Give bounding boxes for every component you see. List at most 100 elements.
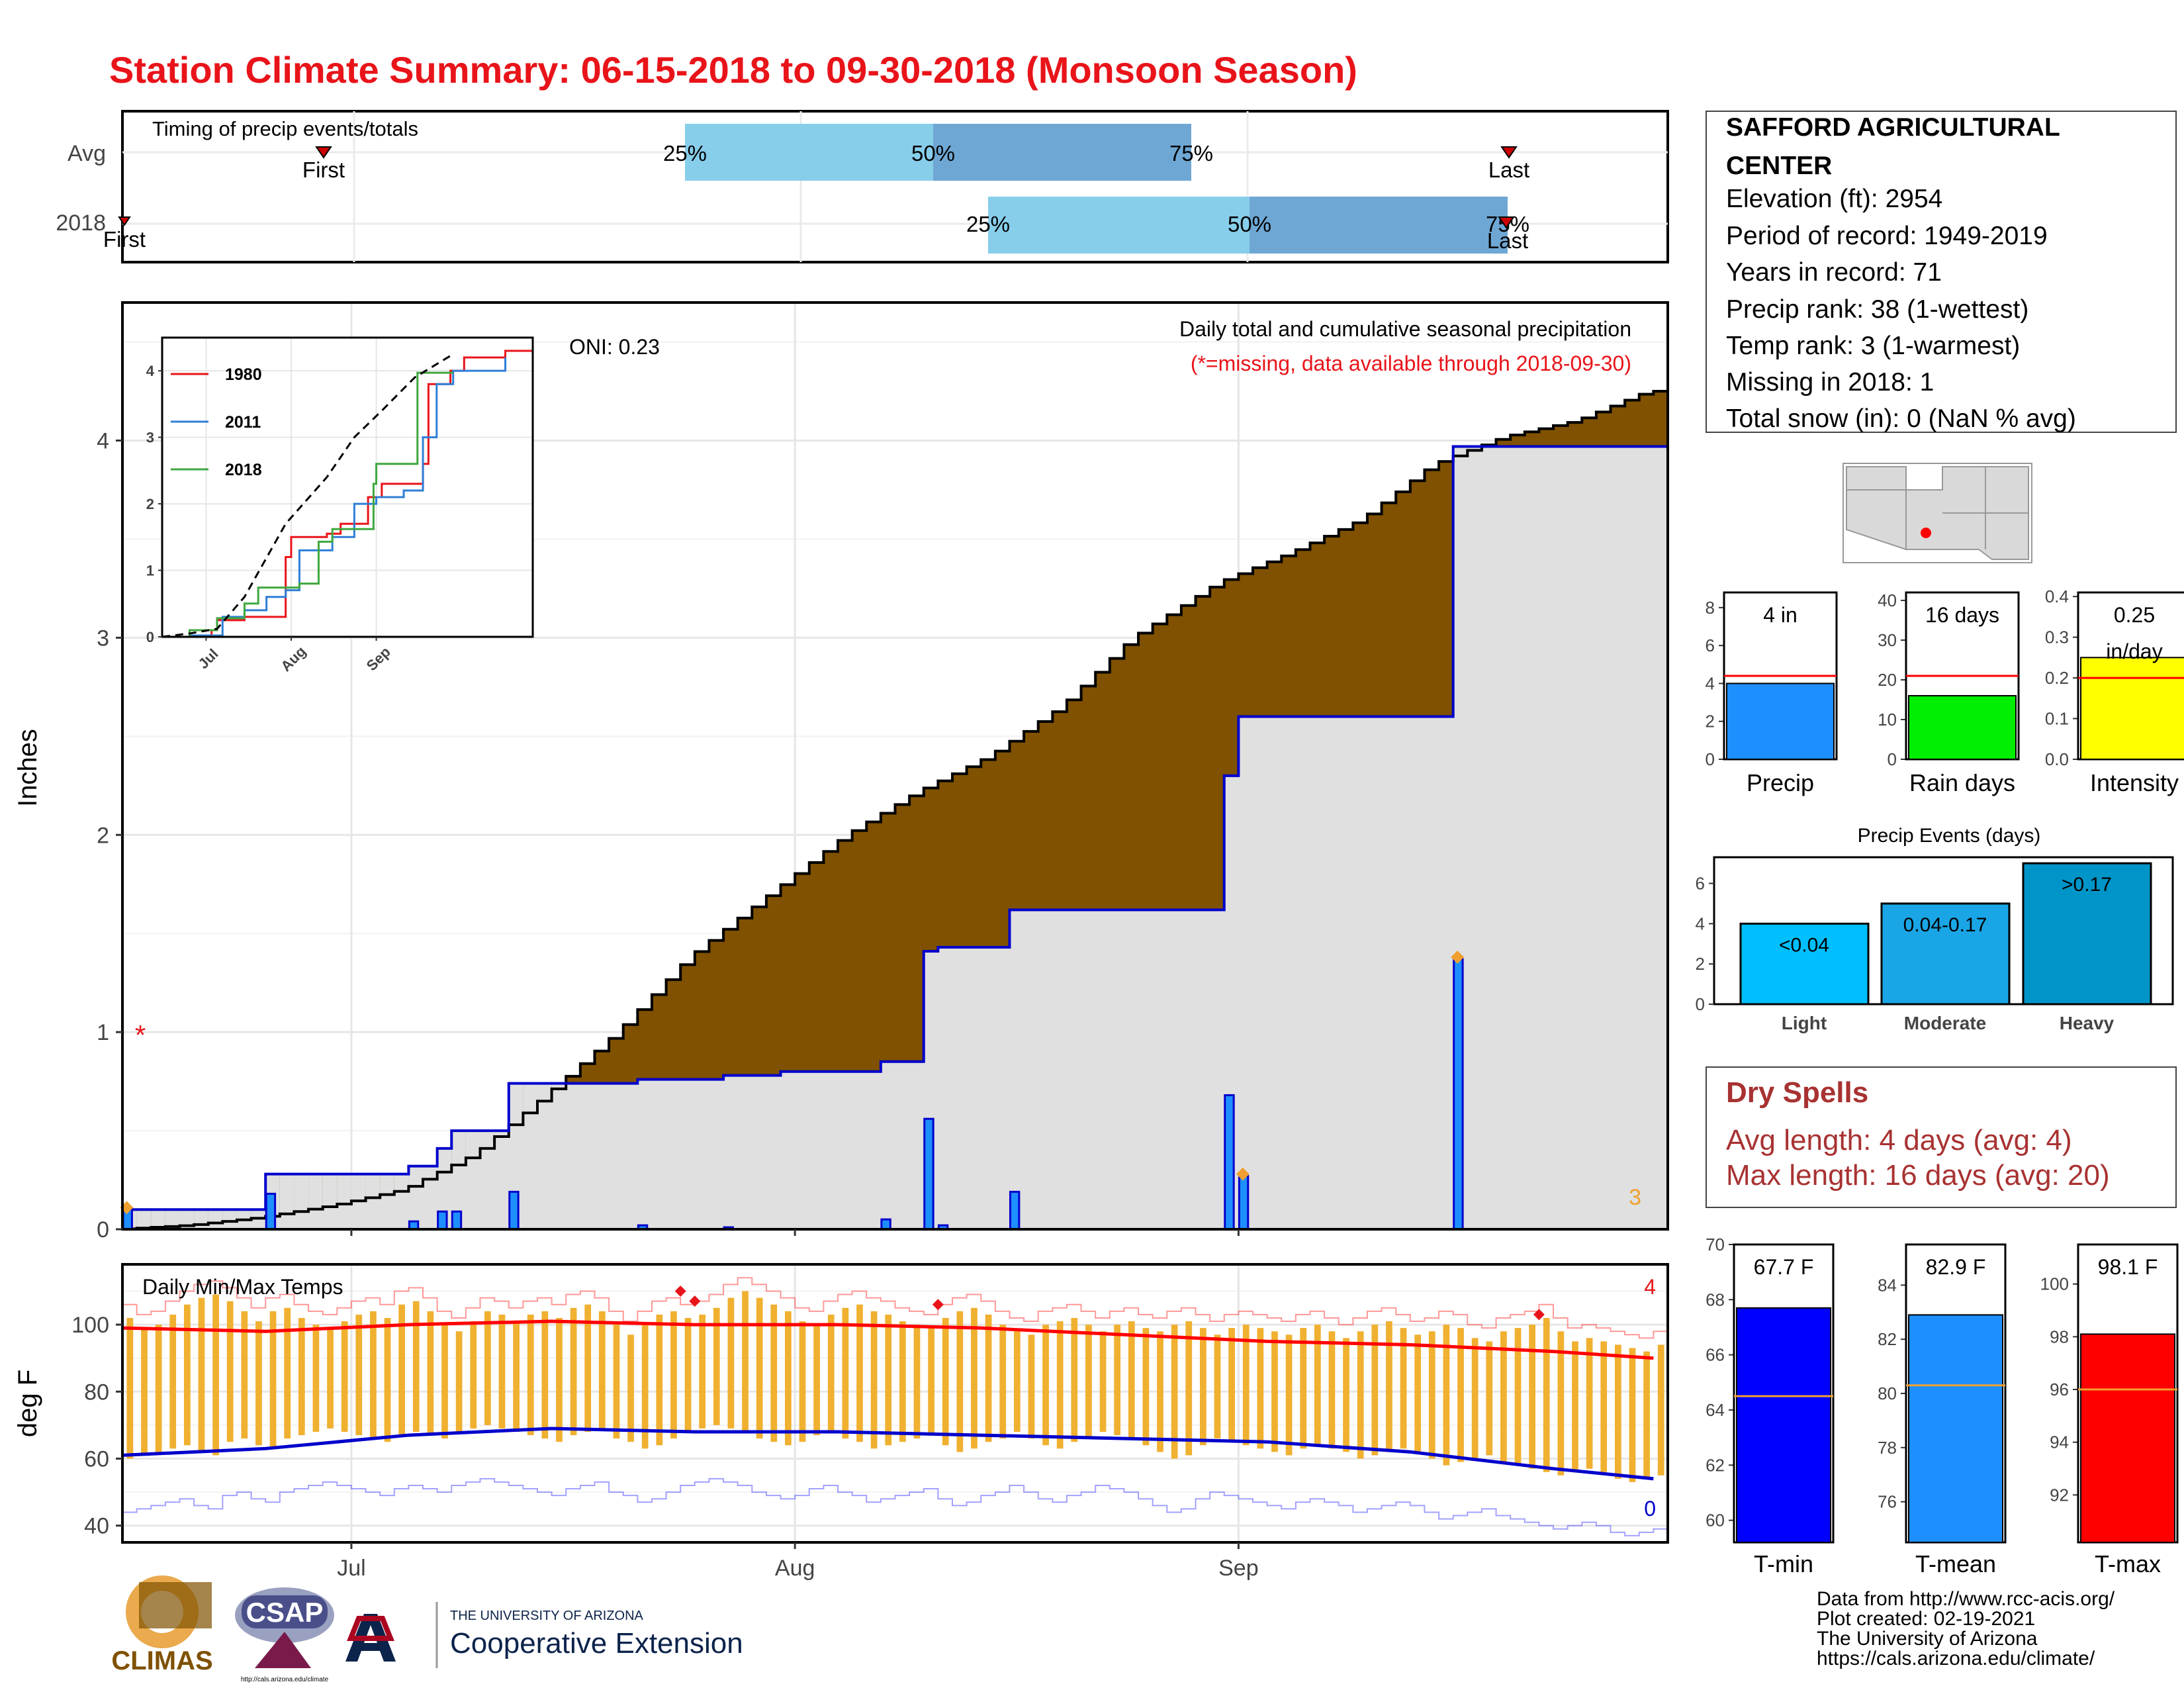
- precip-events-title: Precip Events (days): [1858, 825, 2041, 847]
- deficit-area: [1081, 686, 1096, 910]
- cumulative-fill: [394, 1174, 410, 1229]
- cumulative-fill: [423, 1166, 438, 1229]
- temp-summary-y-tick-label: 76: [1878, 1492, 1897, 1512]
- temp-count-max: 4: [1644, 1275, 1656, 1299]
- temp-count-min: 0: [1644, 1497, 1656, 1521]
- cumulative-fill: [480, 1131, 495, 1229]
- daily-temp-range-bar: [971, 1307, 978, 1449]
- deficit-area: [966, 767, 981, 948]
- cumulative-fill: [1424, 716, 1439, 1229]
- station-location-dot: [1921, 528, 1931, 538]
- station-name-line2: CENTER: [1726, 152, 1832, 180]
- daily-temp-range-bar: [727, 1297, 735, 1429]
- temp-summary-value-bar: [2080, 1333, 2175, 1543]
- cumulative-fill: [1310, 716, 1325, 1229]
- timing-row-label-avg: Avg: [68, 141, 106, 166]
- daily-temp-range-bar: [212, 1294, 219, 1456]
- daily-precip-bar: [1224, 1094, 1235, 1231]
- cumulative-fill: [966, 947, 981, 1229]
- cumulative-fill: [938, 947, 953, 1229]
- average-min-temp-line: [122, 1427, 1654, 1481]
- deficit-area: [1338, 529, 1353, 717]
- deficit-area: [1052, 712, 1068, 910]
- summary-y-tick-label: 10: [1878, 710, 1897, 729]
- cumulative-fill: [580, 1083, 596, 1229]
- daily-temp-range-bar: [1071, 1317, 1078, 1442]
- summary-bar-label: Precip: [1747, 769, 1814, 796]
- daily-temp-range-bar: [312, 1325, 320, 1432]
- cumulative-fill: [1038, 910, 1053, 1229]
- oni-value: ONI: 0.23: [569, 335, 660, 359]
- cumulative-fill: [1124, 910, 1139, 1229]
- summary-bars: 0 2 4 6 8 4 in Precip 0 10 20 30 40 16 days Rain days…: [1706, 586, 2184, 796]
- deficit-area: [1567, 422, 1582, 447]
- deficit-area: [1625, 400, 1640, 447]
- cumulative-fill: [1625, 446, 1640, 1230]
- cumulative-fill: [1381, 716, 1396, 1229]
- deficit-area: [723, 929, 739, 1076]
- daily-temp-range-bar: [756, 1297, 763, 1439]
- cumulative-fill: [365, 1174, 381, 1229]
- inset-y-tick-label: 0: [146, 629, 154, 645]
- cumulative-fill: [165, 1209, 181, 1229]
- daily-temp-range-bar: [1171, 1325, 1178, 1459]
- daily-temp-range-bar: [355, 1314, 363, 1436]
- temp-summary-y-tick-label: 66: [1706, 1345, 1725, 1365]
- deficit-area: [1095, 672, 1111, 910]
- deficit-area: [981, 759, 996, 948]
- deficit-area: [1582, 418, 1597, 447]
- cumulative-fill: [1009, 910, 1024, 1229]
- y-tick-label: 2: [97, 823, 109, 848]
- daily-temp-range-bar: [1099, 1331, 1107, 1432]
- cumulative-fill: [737, 1075, 752, 1229]
- dry-spells-title: Dry Spells: [1726, 1076, 1868, 1109]
- cumulative-fill: [1510, 446, 1525, 1230]
- deficit-area: [680, 964, 696, 1080]
- daily-temp-range-bar: [269, 1311, 277, 1449]
- record-max-envelope: [122, 1277, 1668, 1339]
- temp-summary-value-label: 82.9 F: [1926, 1255, 1986, 1279]
- station-info-line: Total snow (in): 0 (NaN % avg): [1726, 404, 2076, 433]
- summary-y-tick-label: 0.2: [2045, 668, 2069, 688]
- y-tick-label: 0: [97, 1217, 109, 1243]
- daily-temp-range-bar: [1514, 1328, 1522, 1466]
- summary-y-tick-label: 0.3: [2045, 628, 2069, 647]
- summary-value-bar: [2080, 657, 2184, 761]
- daily-temp-range-bar: [341, 1321, 348, 1432]
- cumulative-fill: [880, 1061, 896, 1229]
- daily-temp-range-bar: [484, 1311, 491, 1425]
- deficit-area: [1267, 561, 1282, 717]
- cumulative-fill: [222, 1209, 238, 1229]
- footer-line: Data from http://www.rcc-acis.org/: [1817, 1588, 2115, 1610]
- cumulative-fill: [838, 1071, 853, 1229]
- csap-logo: CSAP http://cals.arizona.edu/climate: [235, 1587, 334, 1683]
- daily-precip-bar: [1009, 1190, 1021, 1231]
- record-temp-marker: [1533, 1309, 1545, 1321]
- daily-temp-range-bar: [570, 1307, 577, 1436]
- daily-temp-range-bar: [1343, 1338, 1349, 1452]
- temp-summary-y-tick-label: 94: [2050, 1432, 2069, 1452]
- daily-temp-range-bar: [1128, 1321, 1135, 1439]
- temp-y-tick-label: 80: [84, 1380, 109, 1405]
- temp-x-tick-label: Jul: [337, 1556, 365, 1581]
- daily-temp-range-bar: [656, 1314, 663, 1446]
- daily-temp-range-bar: [527, 1314, 534, 1436]
- cumulative-fill: [1496, 446, 1511, 1230]
- precip-y-label: Inches: [13, 729, 42, 807]
- temp-series: [122, 1277, 1668, 1536]
- y2018-last-label: Last: [1487, 228, 1528, 253]
- station-info-line: Elevation (ft): 2954: [1726, 185, 1942, 213]
- inset-y-tick-label: 3: [146, 430, 154, 446]
- deficit-area: [580, 1063, 596, 1084]
- daily-temp-range-bar: [598, 1311, 606, 1429]
- record-temp-marker: [932, 1299, 944, 1311]
- daily-temp-range-bar: [1543, 1317, 1550, 1472]
- deficit-area: [909, 796, 925, 1062]
- temp-summary-value-label: 98.1 F: [2098, 1255, 2158, 1279]
- climas-logo-text: CLIMAS: [111, 1646, 212, 1675]
- inset-legend-label: 2018: [225, 461, 262, 479]
- daily-temp-range-bar: [1228, 1328, 1235, 1442]
- daily-temp-range-bar: [627, 1335, 634, 1442]
- y-tick-label: 3: [97, 626, 109, 651]
